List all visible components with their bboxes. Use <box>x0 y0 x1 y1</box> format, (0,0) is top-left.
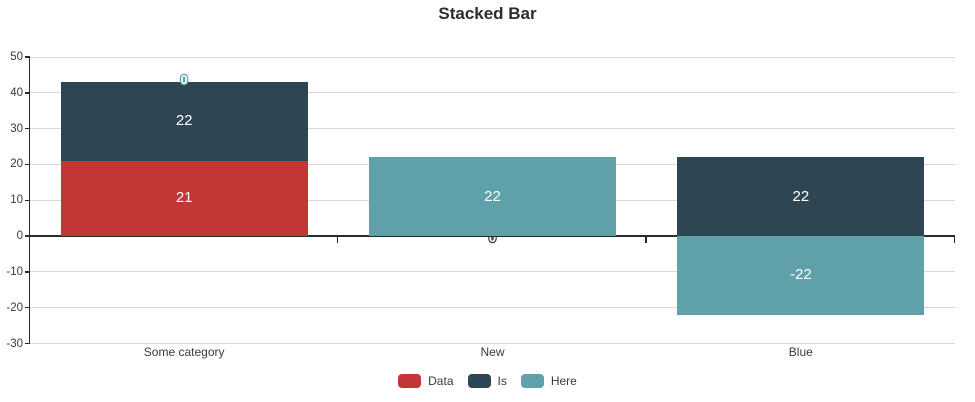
bar-value-label: -22 <box>789 266 812 284</box>
y-axis-tick <box>24 271 30 273</box>
legend-label: Data <box>428 374 454 388</box>
y-axis-label: 20 <box>10 158 23 171</box>
gridline <box>30 56 955 58</box>
zero-gridline <box>30 235 955 238</box>
y-axis-tick <box>24 127 30 130</box>
bar-value-label: 22 <box>175 112 193 130</box>
y-axis-label: 40 <box>10 86 23 99</box>
bar-value-label: 22 <box>792 187 810 205</box>
category-label-new: New <box>480 345 505 359</box>
gridline <box>30 343 955 344</box>
y-axis-tick <box>24 56 30 58</box>
legend-item-here[interactable]: Here <box>520 374 577 388</box>
y-axis-label: 10 <box>10 194 23 207</box>
chart-legend: Data Is Here <box>0 374 975 388</box>
y-axis-line <box>28 57 30 344</box>
y-axis-label: -10 <box>6 265 23 278</box>
y-axis-tick <box>24 199 30 201</box>
legend-item-data[interactable]: Data <box>398 374 454 388</box>
category-label-blue: Blue <box>788 345 813 359</box>
y-axis-label: 30 <box>10 122 23 135</box>
gridline <box>30 92 955 94</box>
category-label-some-category: Some category <box>143 345 225 359</box>
bar-value-label: 21 <box>175 189 193 207</box>
legend-marker-is <box>467 374 491 388</box>
bar-segment-is-some-category[interactable] <box>60 82 308 161</box>
y-axis-label: -20 <box>6 301 23 314</box>
gridline <box>30 271 955 273</box>
x-axis-tick <box>953 236 955 243</box>
chart-title: Stacked Bar <box>438 4 537 23</box>
bar-segment-data-some-category[interactable] <box>60 160 308 237</box>
x-axis-tick <box>645 236 647 243</box>
y-axis-tick <box>24 306 30 309</box>
y-axis-tick <box>24 92 30 94</box>
bar-segment-here-blue[interactable] <box>677 236 925 315</box>
y-axis-tick <box>24 235 30 237</box>
legend-label: Here <box>550 374 577 388</box>
y-axis-label: -30 <box>6 337 23 350</box>
y-axis-label: 50 <box>10 51 23 63</box>
zero-value-label-stroke: 0 <box>488 229 498 246</box>
gridline <box>30 128 955 130</box>
legend-label: Is <box>497 374 507 388</box>
y-axis-tick <box>24 342 30 345</box>
bar-segment-here-new[interactable] <box>369 157 616 237</box>
x-axis-tick <box>336 236 339 243</box>
zero-value-label-stroke: 0 <box>179 71 189 88</box>
zero-value-label-fill: 0 <box>180 72 188 88</box>
legend-marker-here <box>520 374 544 388</box>
legend-marker-data <box>398 374 422 388</box>
bar-value-label: 22 <box>484 187 501 205</box>
gridline <box>30 307 955 309</box>
zero-value-label-fill: 0 <box>488 230 497 246</box>
legend-item-is[interactable]: Is <box>467 374 507 388</box>
y-axis-label: 0 <box>16 230 23 243</box>
y-axis-tick <box>24 163 30 166</box>
bar-segment-is-blue[interactable] <box>677 157 925 237</box>
